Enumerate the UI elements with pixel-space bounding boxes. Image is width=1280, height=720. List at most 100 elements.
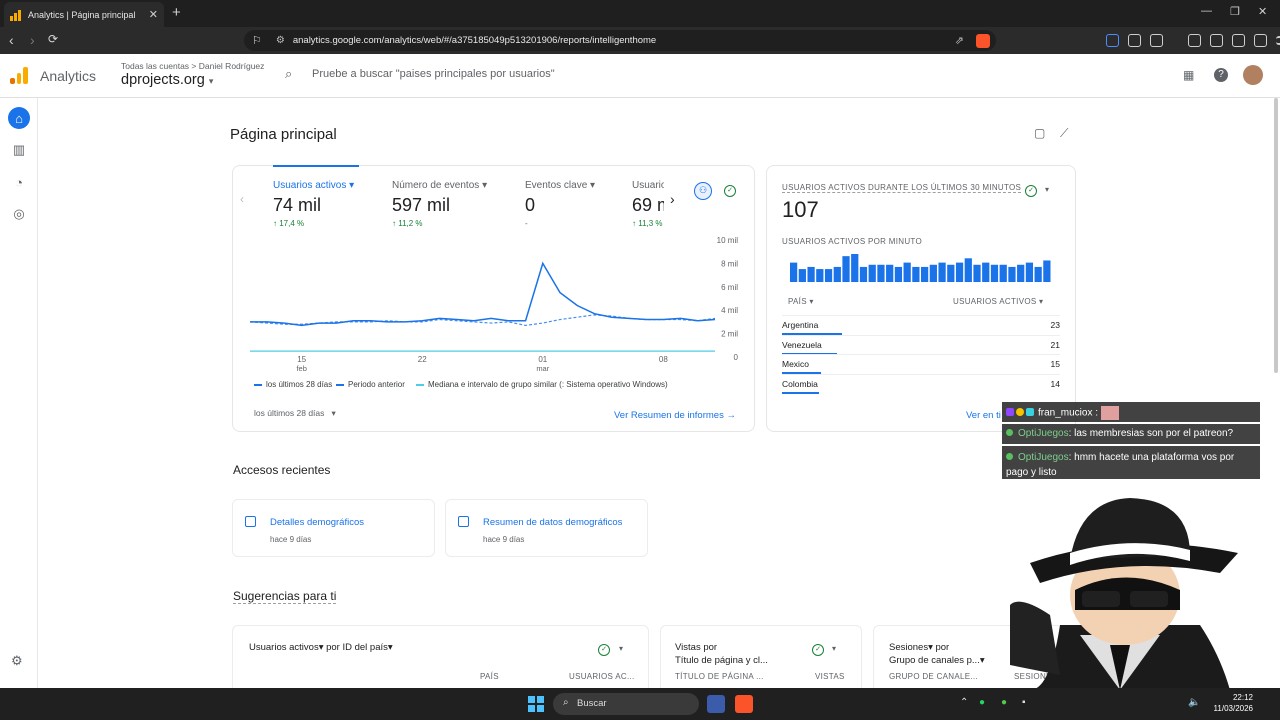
chevron-left-icon[interactable]: ‹ (240, 192, 244, 206)
help-icon[interactable]: ? (1214, 68, 1228, 82)
metric-delta: ↑ 17,4 % (273, 219, 305, 228)
reload-icon[interactable]: ⟳ (48, 32, 59, 46)
explore-icon[interactable]: ◔ (15, 174, 23, 190)
metric-delta: ↑ 11,3 % (632, 219, 663, 228)
emote-icon (1100, 406, 1119, 420)
tray-chevron-icon[interactable]: ⌃ (960, 697, 969, 708)
y-tick-label: 8 mil (721, 259, 738, 268)
view-reports-link[interactable]: Ver Resumen de informes → (614, 410, 736, 421)
x-tick-label: 22 (418, 355, 427, 364)
search-icon: ⌕ (563, 697, 569, 708)
reports-icon[interactable]: ▥ (12, 142, 26, 157)
legend-label: Mediana e intervalo de grupo similar (: … (428, 380, 668, 389)
forward-icon[interactable]: › (30, 32, 35, 48)
country-row[interactable]: Venezuela 21 (782, 334, 1060, 355)
recent-item-time: hace 9 días (483, 535, 525, 544)
browser-tab[interactable]: Analytics | Página principal ✕ (4, 2, 164, 27)
country-users: 14 (1050, 378, 1060, 389)
new-tab-icon[interactable]: + (172, 4, 181, 21)
date-range-selector[interactable]: los últimos 28 días ▾ (254, 408, 336, 419)
minimize-icon[interactable]: — (1201, 5, 1212, 17)
metric-event-count[interactable]: Número de eventos ▾ 597 mil ↑ 11,2 % (392, 180, 487, 228)
realtime-value: 107 (782, 197, 819, 222)
bookmark-icon[interactable]: ⚐ (252, 35, 262, 47)
home-icon[interactable]: ⌂ (8, 107, 30, 129)
country-column-header[interactable]: PAÍS ▾ (788, 297, 814, 306)
country-row[interactable]: Argentina 23 (782, 315, 1060, 335)
tray-app-icon[interactable]: ▪ (1022, 697, 1026, 708)
apps-grid-icon[interactable]: ▦ (1183, 68, 1195, 82)
extension-icon[interactable] (1106, 34, 1119, 47)
check-circle-icon[interactable]: ✓ (598, 644, 610, 656)
address-bar[interactable]: ⚐ ⚙ analytics.google.com/analytics/web/#… (244, 30, 996, 51)
dropdown-icon[interactable]: ▾ (619, 644, 624, 653)
restore-icon[interactable]: ❐ (1230, 6, 1240, 18)
suggestion-title: Usuarios activos▾ por ID del país▾ (249, 642, 393, 653)
whatsapp-icon[interactable]: ● (979, 697, 986, 708)
minute-bar (833, 266, 841, 282)
vpn-icon[interactable] (1254, 34, 1267, 47)
compare-icon[interactable]: ⚇ (694, 182, 712, 200)
metric-label: Usuarios (632, 180, 664, 191)
country-row[interactable]: Colombia 14 (782, 373, 1060, 394)
close-tab-icon[interactable]: ✕ (148, 9, 158, 21)
sidebar-icon[interactable] (1188, 34, 1201, 47)
site-info-icon[interactable]: ⚙ (275, 35, 285, 46)
search-icon[interactable]: ⌕ (285, 66, 293, 81)
recent-item[interactable]: Detalles demográficos hace 9 días (232, 499, 435, 557)
close-window-icon[interactable]: ✕ (1258, 6, 1268, 18)
account-breadcrumb[interactable]: Todas las cuentas > Daniel Rodríguez (121, 61, 265, 71)
taskbar-search-label: Buscar (577, 698, 607, 709)
link-label: Ver Resumen de informes (614, 410, 724, 421)
account-selector[interactable]: dprojects.org ▾ (121, 72, 213, 88)
browser-tab-bar: Analytics | Página principal ✕ + — ❐ ✕ (0, 0, 1280, 27)
url-text[interactable]: analytics.google.com/analytics/web/#/a37… (292, 35, 657, 46)
back-icon[interactable]: ‹ (9, 32, 14, 48)
selected-metric-indicator (273, 165, 359, 167)
chevron-right-icon[interactable]: › (670, 191, 675, 207)
system-clock[interactable]: 22:12 11/03/2026 (1205, 692, 1253, 714)
search-input[interactable]: Pruebe a buscar "paises principales por … (312, 68, 555, 80)
check-circle-icon[interactable]: ✓ (724, 185, 736, 197)
brave-shields-icon[interactable] (976, 33, 990, 48)
dropdown-icon[interactable]: ▾ (1045, 185, 1050, 194)
suggestion-card[interactable]: Usuarios activos▾ por ID del país▾ ✓ ▾ P… (232, 625, 649, 688)
country-row[interactable]: Mexico 15 (782, 354, 1060, 374)
country-users: 21 (1050, 339, 1060, 350)
check-circle-icon[interactable]: ✓ (812, 644, 824, 656)
tray-app-icon[interactable]: ● (1001, 697, 1008, 708)
notes-icon[interactable]: ▢ (1034, 126, 1046, 140)
check-circle-icon[interactable]: ✓ (1025, 185, 1037, 197)
taskbar-search[interactable]: ⌕ Buscar (553, 693, 699, 715)
legend-item-benchmark: Mediana e intervalo de grupo similar (: … (416, 380, 668, 389)
insights-icon[interactable]: ⟋ (1060, 126, 1069, 140)
metric-active-users[interactable]: Usuarios activos ▾ 74 mil ↑ 17,4 % (273, 180, 354, 228)
report-icon (245, 516, 256, 527)
volume-icon[interactable]: 🔈 (1188, 697, 1201, 708)
badge-icon (1006, 453, 1013, 460)
taskbar-app-icon[interactable] (707, 695, 725, 713)
avatar[interactable] (1243, 65, 1263, 85)
tab-icon[interactable] (1150, 34, 1163, 47)
brave-browser-icon[interactable] (735, 695, 753, 713)
metric-key-events[interactable]: Eventos clave ▾ 0 - (525, 180, 595, 228)
wallet-icon[interactable] (1210, 34, 1223, 47)
metric-delta: - (525, 219, 528, 228)
metric-users[interactable]: Usuarios 69 m ↑ 11,3 % (632, 180, 664, 228)
settings-gear-icon[interactable]: ⚙ (11, 653, 23, 668)
windows-start-icon[interactable] (528, 696, 544, 712)
recent-item[interactable]: Resumen de datos demográficos hace 9 día… (445, 499, 648, 557)
view-realtime-link[interactable]: Ver en ti (966, 410, 1001, 421)
menu-icon[interactable] (1276, 36, 1280, 45)
dropdown-icon[interactable]: ▾ (832, 644, 837, 653)
users-column-header[interactable]: USUARIOS ACTIVOS ▾ (953, 297, 1043, 306)
puzzle-icon[interactable] (1128, 34, 1141, 47)
suggestion-card[interactable]: Vistas por Título de página y cl... ✓ ▾ … (660, 625, 862, 688)
analytics-favicon-icon (10, 9, 22, 21)
ai-icon[interactable] (1232, 34, 1245, 47)
share-icon[interactable]: ⇗ (954, 35, 964, 47)
metric-delta: ↑ 11,2 % (392, 219, 423, 228)
browser-toolbar: ‹ › ⟳ ⚐ ⚙ analytics.google.com/analytics… (0, 27, 1280, 54)
page-scrollbar[interactable] (1274, 98, 1278, 373)
advertising-icon[interactable]: ◎ (13, 206, 25, 221)
